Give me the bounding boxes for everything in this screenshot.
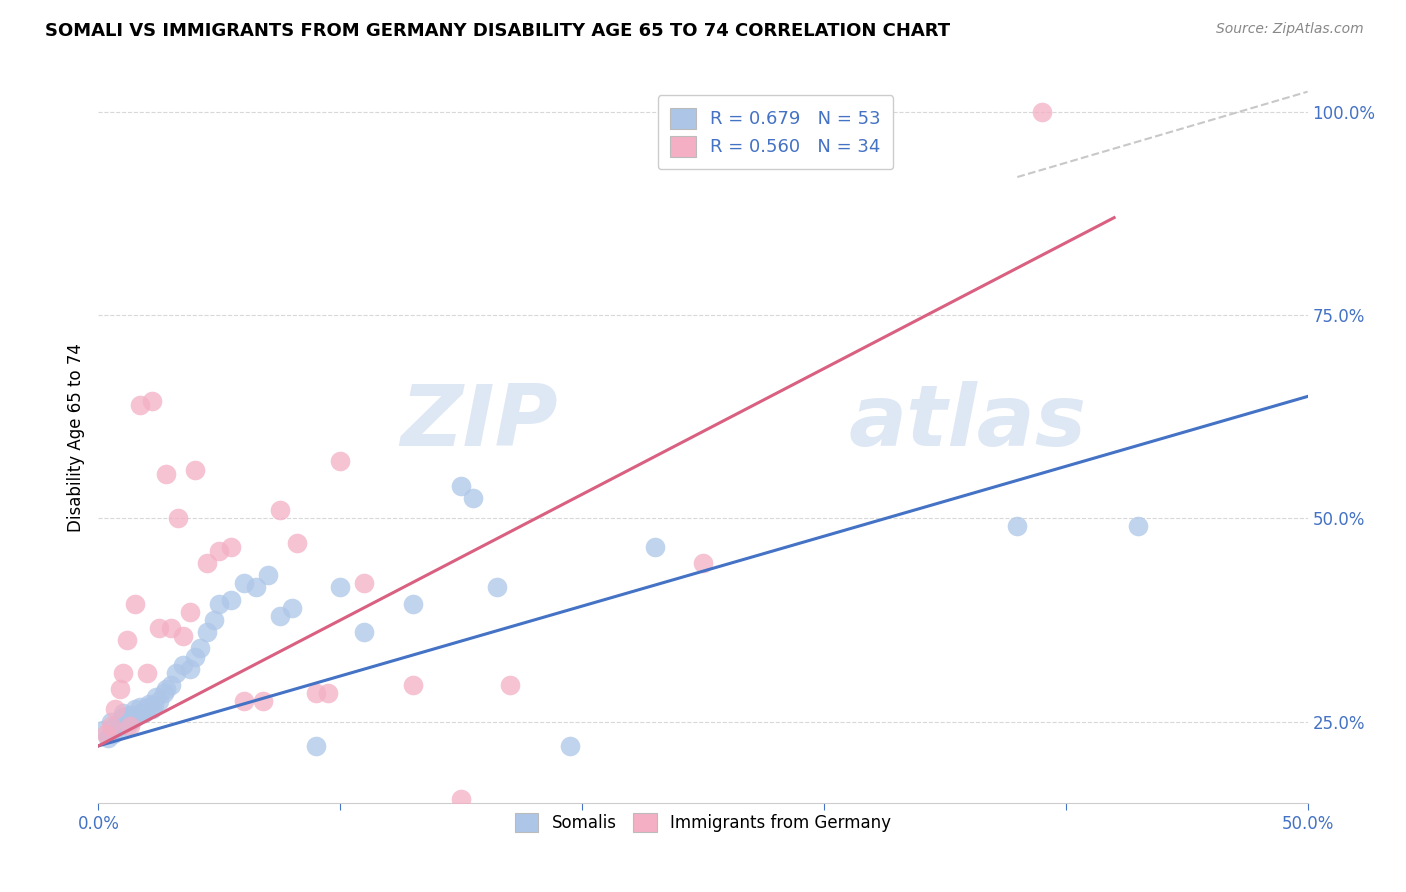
Point bbox=[498, 678, 520, 692]
Point bbox=[124, 710, 146, 724]
Point bbox=[450, 791, 472, 805]
Point bbox=[148, 621, 170, 635]
Text: atlas: atlas bbox=[848, 381, 1087, 464]
Point bbox=[145, 690, 167, 705]
Point bbox=[143, 698, 166, 713]
Point bbox=[124, 702, 146, 716]
Point bbox=[245, 581, 267, 595]
Point bbox=[104, 718, 127, 732]
Point bbox=[195, 556, 218, 570]
Point bbox=[97, 731, 120, 745]
Point bbox=[252, 694, 274, 708]
Point bbox=[117, 718, 139, 732]
Point bbox=[101, 727, 124, 741]
Point bbox=[114, 714, 136, 729]
Point bbox=[402, 678, 425, 692]
Point bbox=[184, 462, 207, 476]
Point bbox=[232, 576, 254, 591]
Point bbox=[221, 592, 243, 607]
Point bbox=[131, 705, 153, 719]
Point bbox=[148, 694, 170, 708]
Point bbox=[134, 706, 156, 721]
Point bbox=[316, 686, 339, 700]
Point bbox=[111, 706, 134, 721]
Point bbox=[107, 723, 129, 737]
Point bbox=[463, 491, 485, 505]
Point bbox=[692, 556, 714, 570]
Point bbox=[117, 633, 139, 648]
Point bbox=[353, 625, 375, 640]
Point bbox=[100, 714, 122, 729]
Point bbox=[124, 597, 146, 611]
Point bbox=[329, 454, 352, 468]
Point bbox=[269, 503, 291, 517]
Point bbox=[111, 665, 134, 680]
Point bbox=[141, 702, 163, 716]
Point bbox=[111, 710, 134, 724]
Point bbox=[179, 605, 201, 619]
Point bbox=[1031, 105, 1053, 120]
Point bbox=[281, 600, 304, 615]
Point bbox=[118, 708, 141, 723]
Point bbox=[232, 694, 254, 708]
Point bbox=[285, 535, 308, 549]
Point bbox=[155, 681, 177, 696]
Point bbox=[172, 657, 194, 672]
Point bbox=[172, 629, 194, 643]
Point bbox=[329, 581, 352, 595]
Point bbox=[450, 479, 472, 493]
Point bbox=[256, 568, 278, 582]
Point bbox=[208, 597, 231, 611]
Point bbox=[155, 467, 177, 481]
Text: SOMALI VS IMMIGRANTS FROM GERMANY DISABILITY AGE 65 TO 74 CORRELATION CHART: SOMALI VS IMMIGRANTS FROM GERMANY DISABI… bbox=[45, 22, 950, 40]
Point bbox=[94, 727, 117, 741]
Point bbox=[165, 665, 187, 680]
Text: ZIP: ZIP bbox=[401, 381, 558, 464]
Point bbox=[195, 625, 218, 640]
Point bbox=[167, 511, 190, 525]
Point bbox=[208, 544, 231, 558]
Point bbox=[305, 739, 328, 753]
Point bbox=[160, 678, 183, 692]
Point bbox=[128, 699, 150, 714]
Point bbox=[1007, 519, 1029, 533]
Point bbox=[108, 681, 131, 696]
Point bbox=[108, 714, 131, 729]
Text: Source: ZipAtlas.com: Source: ZipAtlas.com bbox=[1216, 22, 1364, 37]
Point bbox=[118, 718, 141, 732]
Point bbox=[128, 398, 150, 412]
Point bbox=[486, 581, 509, 595]
Point bbox=[121, 713, 143, 727]
Legend: Somalis, Immigrants from Germany: Somalis, Immigrants from Germany bbox=[502, 800, 904, 846]
Point bbox=[138, 697, 160, 711]
Point bbox=[1128, 519, 1150, 533]
Point bbox=[91, 723, 114, 737]
Point bbox=[269, 608, 291, 623]
Y-axis label: Disability Age 65 to 74: Disability Age 65 to 74 bbox=[66, 343, 84, 532]
Point bbox=[558, 739, 581, 753]
Point bbox=[353, 576, 375, 591]
Point bbox=[179, 662, 201, 676]
Point bbox=[184, 649, 207, 664]
Point bbox=[188, 641, 211, 656]
Point bbox=[402, 597, 425, 611]
Point bbox=[160, 621, 183, 635]
Point bbox=[135, 665, 157, 680]
Point bbox=[141, 393, 163, 408]
Point bbox=[127, 708, 149, 723]
Point bbox=[644, 540, 666, 554]
Point bbox=[221, 540, 243, 554]
Point bbox=[152, 686, 174, 700]
Point bbox=[135, 699, 157, 714]
Point bbox=[100, 718, 122, 732]
Point bbox=[305, 686, 328, 700]
Point bbox=[104, 702, 127, 716]
Point bbox=[204, 613, 226, 627]
